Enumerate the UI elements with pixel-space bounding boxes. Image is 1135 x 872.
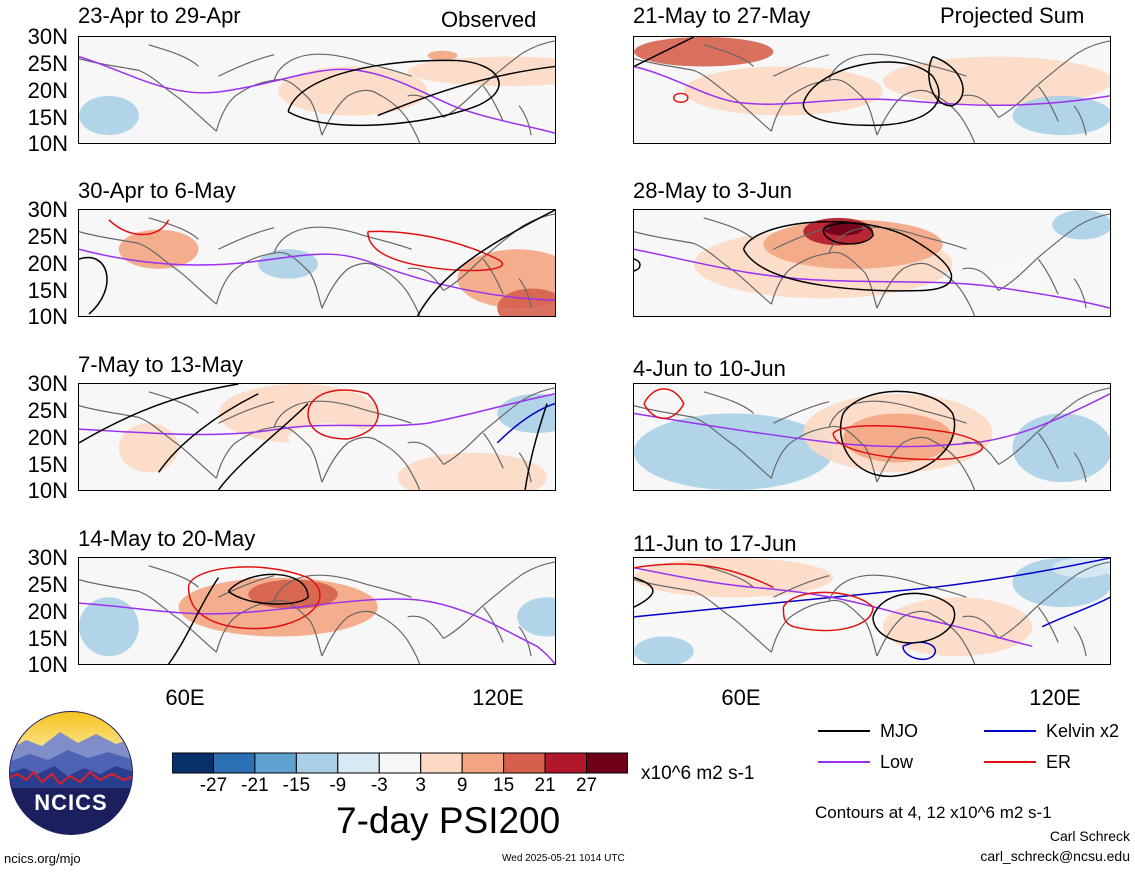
panel-title-6: 28-May to 3-Jun	[633, 178, 792, 203]
map-panel-7	[633, 383, 1111, 491]
lat-label: 15N	[27, 278, 68, 303]
lat-label: 15N	[27, 105, 68, 130]
lat-label: 25N	[27, 224, 68, 249]
legend-line-mjo	[818, 730, 870, 732]
lat-label: 20N	[27, 251, 68, 276]
lat-label: 10N	[27, 304, 68, 329]
colorbar-tick-label: -27	[199, 775, 228, 796]
colorbar-tick-label: -9	[329, 775, 347, 796]
lat-label: 25N	[27, 572, 68, 597]
map-panel-1	[78, 36, 556, 144]
lon-label-right-120e: 120E	[1029, 685, 1081, 710]
colorbar-tick-label: 3	[415, 775, 427, 796]
lon-label-left-60e: 60E	[165, 685, 205, 710]
legend-line-low	[818, 761, 870, 763]
colorbar-swatch	[503, 752, 546, 774]
colorbar-swatch	[420, 752, 463, 774]
lat-label: 25N	[27, 398, 68, 423]
map-panel-2	[78, 209, 556, 317]
legend-line-kelvin	[984, 730, 1036, 732]
lat-label: 15N	[27, 626, 68, 651]
panel-title-3: 7-May to 13-May	[78, 352, 244, 377]
map-panel-4	[78, 557, 556, 665]
colorbar-swatch	[172, 752, 214, 774]
panel-title-5: 21-May to 27-May	[633, 3, 811, 28]
colorbar-tick-label: 21	[534, 775, 556, 796]
colorbar-units: x10^6 m2 s-1	[641, 763, 755, 784]
colorbar-tick-label: 15	[493, 775, 515, 796]
lat-label: 20N	[27, 599, 68, 624]
map-panel-8	[633, 557, 1111, 665]
contour-note: Contours at 4, 12 x10^6 m2 s-1	[815, 803, 1052, 822]
lat-label: 30N	[27, 545, 68, 570]
legend-label-kelvin: Kelvin x2	[1046, 721, 1120, 741]
legend-label-mjo: MJO	[880, 721, 918, 741]
lat-label: 30N	[27, 197, 68, 222]
lat-label: 10N	[27, 478, 68, 503]
colorbar-title: 7-day PSI200	[336, 800, 561, 841]
legend-line-er	[984, 761, 1036, 763]
lat-label: 10N	[27, 131, 68, 156]
legend-label-er: ER	[1046, 752, 1072, 772]
colorbar-tick-label: 9	[456, 775, 468, 796]
colorbar-swatch	[378, 752, 422, 774]
panel-title-1: 23-Apr to 29-Apr	[78, 3, 241, 28]
projected-sum-label: Projected Sum	[940, 3, 1085, 28]
colorbar-swatch	[544, 752, 588, 774]
colorbar-tick-label: -3	[370, 775, 388, 796]
lat-label: 30N	[27, 371, 68, 396]
lat-label: 20N	[27, 425, 68, 450]
logo-text: NCICS	[34, 790, 108, 815]
panel-title-4: 14-May to 20-May	[78, 526, 256, 551]
panel-title-8: 11-Jun to 17-Jun	[633, 531, 797, 556]
map-panel-6	[633, 209, 1111, 317]
colorbar-tick-label: 27	[575, 775, 598, 796]
colorbar-swatch	[337, 752, 380, 774]
observed-label: Observed	[441, 7, 537, 32]
colorbar-swatch	[254, 752, 297, 774]
map-panel-3	[78, 383, 556, 491]
colorbar-tick-label: -21	[241, 775, 269, 796]
ncics-logo: NCICS	[8, 710, 134, 836]
map-panel-5	[633, 36, 1111, 144]
panel-title-7: 4-Jun to 10-Jun	[633, 356, 786, 381]
author-name: Carl Schreck	[1049, 828, 1130, 844]
colorbar-swatch	[586, 752, 628, 774]
lat-label: 25N	[27, 51, 68, 76]
lat-label: 15N	[27, 452, 68, 477]
lon-label-right-60e: 60E	[721, 685, 761, 710]
author-email: carl_schreck@ncsu.edu	[980, 848, 1130, 864]
colorbar	[172, 752, 628, 774]
legend-label-low: Low	[880, 752, 914, 772]
colorbar-swatch	[295, 752, 339, 774]
footer-timestamp: Wed 2025-05-21 1014 UTC	[502, 853, 625, 864]
footer-url: ncics.org/mjo	[4, 851, 81, 866]
colorbar-swatch	[212, 752, 256, 774]
lat-label: 20N	[27, 78, 68, 103]
colorbar-tick-label: -15	[282, 775, 311, 796]
lat-label: 30N	[27, 24, 68, 49]
panel-title-2: 30-Apr to 6-May	[78, 178, 236, 203]
colorbar-swatch	[461, 752, 505, 774]
lat-label: 10N	[27, 652, 68, 677]
lon-label-left-120e: 120E	[472, 685, 524, 710]
